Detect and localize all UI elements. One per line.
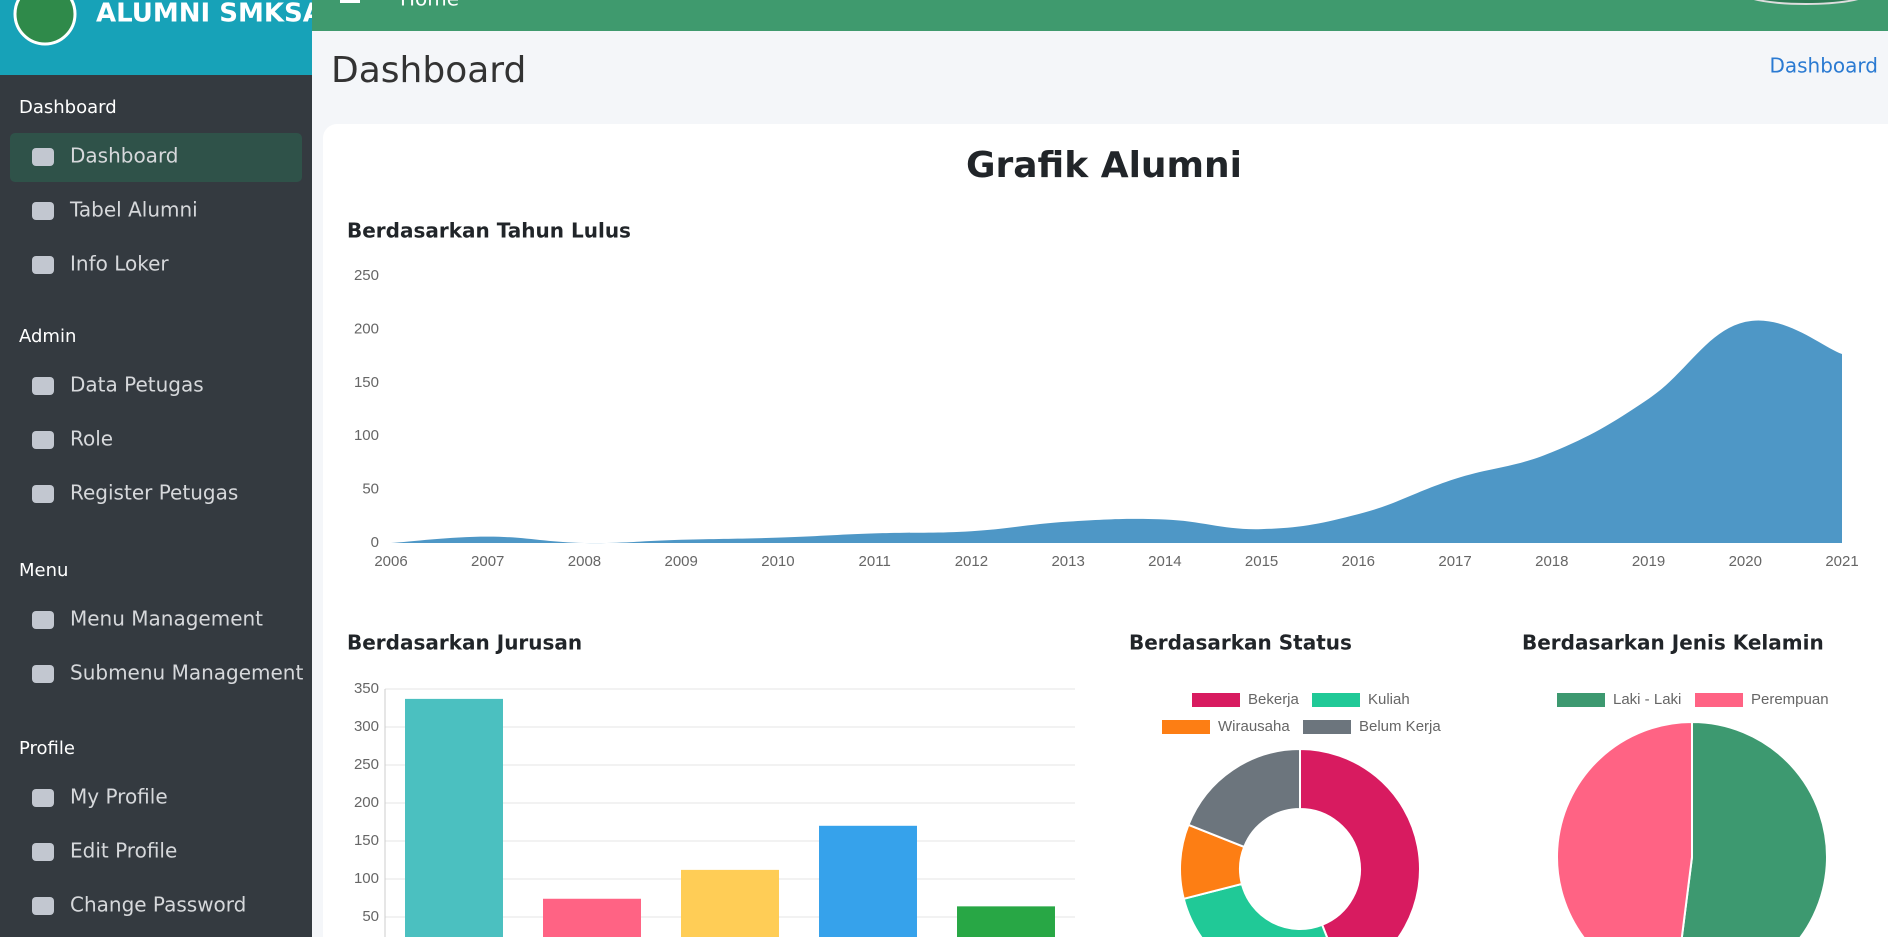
user-avatar[interactable] (1746, 0, 1866, 5)
nav-icon (32, 148, 54, 166)
y-tick-label: 250 (354, 267, 379, 284)
y-tick-label: 100 (354, 870, 379, 887)
y-tick-label: 300 (354, 718, 379, 735)
nav-icon (32, 485, 54, 503)
y-tick-label: 350 (354, 680, 379, 697)
legend-label[interactable]: Wirausaha (1218, 718, 1290, 735)
chart-title: Berdasarkan Jurusan (347, 631, 582, 655)
chart-title: Berdasarkan Status (1129, 631, 1352, 655)
y-tick-label: 150 (354, 374, 379, 391)
nav-icon (32, 431, 54, 449)
x-tick-label: 2020 (1729, 553, 1762, 570)
legend-label[interactable]: Bekerja (1248, 691, 1300, 708)
legend-swatch (1303, 720, 1351, 734)
nav-item[interactable]: Edit Profile (70, 839, 177, 863)
y-tick-label: 250 (354, 756, 379, 773)
nav-icon (32, 843, 54, 861)
page-title: Dashboard (331, 50, 526, 91)
nav-item[interactable]: Tabel Alumni (69, 198, 198, 222)
y-tick-label: 50 (362, 908, 379, 925)
nav-item[interactable]: Role (70, 427, 113, 451)
slice (1182, 882, 1328, 937)
nav-item[interactable]: Submenu Management (70, 661, 303, 685)
sidebar-section: Dashboard (19, 97, 117, 118)
nav-item[interactable]: Change Password (70, 893, 246, 917)
nav-icon (32, 202, 54, 220)
nav-item[interactable]: Data Petugas (70, 373, 204, 397)
y-tick-label: 0 (371, 534, 379, 551)
slice (1556, 720, 1693, 937)
nav-icon (32, 665, 54, 683)
active-item (10, 133, 302, 182)
chart-title: Berdasarkan Jenis Kelamin (1522, 631, 1824, 655)
legend-swatch (1192, 693, 1240, 707)
card-title: Grafik Alumni (966, 145, 1242, 186)
legend-swatch (1162, 720, 1210, 734)
nav-item[interactable]: Menu Management (70, 607, 263, 631)
x-tick-label: 2006 (374, 553, 407, 570)
nav-icon (32, 789, 54, 807)
breadcrumb[interactable]: Dashboard (1769, 54, 1878, 78)
area (391, 320, 1842, 544)
legend-label[interactable]: Perempuan (1751, 691, 1829, 708)
chart-title: Berdasarkan Tahun Lulus (347, 219, 631, 243)
x-tick-label: 2008 (568, 553, 601, 570)
x-tick-label: 2012 (955, 553, 988, 570)
y-tick-label: 200 (354, 320, 379, 337)
legend-label[interactable]: Belum Kerja (1359, 718, 1441, 735)
bar (405, 698, 503, 937)
y-tick-label: 50 (362, 481, 379, 498)
nav-icon (32, 611, 54, 629)
legend-swatch (1557, 693, 1605, 707)
bar (819, 825, 917, 937)
sidebar-section: Profile (19, 738, 75, 759)
brand[interactable]: ALUMNI SMKSA (96, 0, 323, 29)
nav-item[interactable]: Dashboard (70, 144, 179, 168)
x-tick-label: 2011 (859, 553, 891, 570)
slice (1299, 747, 1421, 937)
x-tick-label: 2017 (1438, 553, 1471, 570)
y-tick-label: 100 (354, 427, 379, 444)
logo (13, 0, 77, 46)
x-tick-label: 2015 (1245, 553, 1278, 570)
legend-label[interactable]: Laki - Laki (1613, 691, 1681, 708)
x-tick-label: 2019 (1632, 553, 1665, 570)
x-tick-label: 2010 (761, 553, 794, 570)
sidebar-section: Menu (19, 560, 68, 581)
home-link[interactable]: Home (400, 0, 459, 11)
nav-icon (32, 897, 54, 915)
slice (1187, 747, 1301, 849)
x-tick-label: 2013 (1051, 553, 1084, 570)
x-tick-label: 2007 (471, 553, 504, 570)
slice (1680, 720, 1828, 937)
y-tick-label: 200 (354, 794, 379, 811)
x-tick-label: 2009 (665, 553, 698, 570)
nav-item[interactable]: My Profile (70, 785, 168, 809)
x-tick-label: 2014 (1148, 553, 1181, 570)
bar (957, 906, 1055, 937)
y-tick-label: 150 (354, 832, 379, 849)
nav-item[interactable]: Info Loker (70, 252, 169, 276)
sidebar-section: Admin (19, 326, 76, 347)
nav-icon (32, 256, 54, 274)
x-tick-label: 2016 (1342, 553, 1375, 570)
bar (681, 869, 779, 937)
x-tick-label: 2021 (1825, 553, 1858, 570)
legend-swatch (1312, 693, 1360, 707)
nav-item[interactable]: Register Petugas (70, 481, 238, 505)
menu-toggle[interactable] (340, 0, 360, 3)
legend-label[interactable]: Kuliah (1368, 691, 1410, 708)
topbar (312, 0, 1888, 31)
bar (543, 898, 641, 937)
x-tick-label: 2018 (1535, 553, 1568, 570)
legend-swatch (1695, 693, 1743, 707)
nav-icon (32, 377, 54, 395)
